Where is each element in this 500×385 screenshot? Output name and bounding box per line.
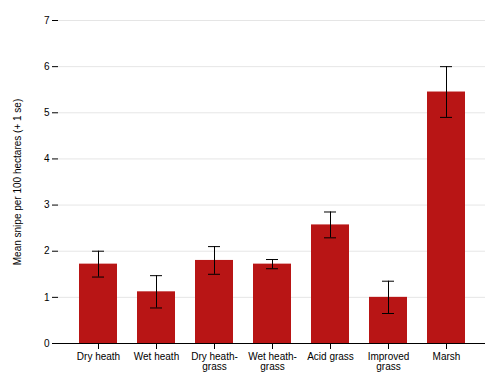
svg-text:Dry heath: Dry heath bbox=[77, 351, 120, 362]
svg-text:3: 3 bbox=[44, 199, 50, 210]
svg-text:7: 7 bbox=[44, 15, 50, 26]
svg-text:Wet heath: Wet heath bbox=[134, 351, 179, 362]
svg-text:Dry heath-grass: Dry heath-grass bbox=[191, 351, 238, 372]
svg-text:Wet heath-grass: Wet heath-grass bbox=[248, 351, 297, 372]
svg-text:Acid grass: Acid grass bbox=[307, 351, 354, 362]
svg-text:1: 1 bbox=[44, 292, 50, 303]
svg-text:Marsh: Marsh bbox=[433, 351, 461, 362]
svg-text:Mean snipe per 100 hectares (+: Mean snipe per 100 hectares (+ 1 se) bbox=[12, 99, 23, 265]
svg-text:2: 2 bbox=[44, 245, 50, 256]
svg-text:Improvedgrass: Improvedgrass bbox=[368, 351, 410, 372]
svg-text:4: 4 bbox=[44, 153, 50, 164]
svg-text:6: 6 bbox=[44, 61, 50, 72]
svg-text:5: 5 bbox=[44, 107, 50, 118]
svg-text:0: 0 bbox=[44, 338, 50, 349]
